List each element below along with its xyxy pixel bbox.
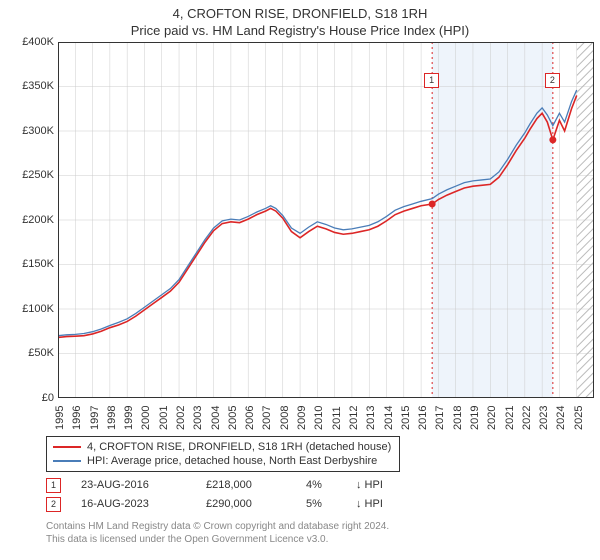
page-title: 4, CROFTON RISE, DRONFIELD, S18 1RH [8, 6, 592, 23]
x-axis-label: 2000 [140, 405, 152, 429]
sale-marker-ref: 1 [46, 478, 61, 493]
x-axis-label: 2014 [383, 405, 395, 429]
legend: 4, CROFTON RISE, DRONFIELD, S18 1RH (det… [46, 436, 400, 472]
x-axis-label: 2023 [538, 405, 550, 429]
x-axis-label: 2005 [227, 405, 239, 429]
x-axis-label: 2018 [452, 405, 464, 429]
x-axis-label: 1998 [106, 405, 118, 429]
x-axis-label: 1997 [89, 405, 101, 429]
footer-line: Contains HM Land Registry data © Crown c… [46, 520, 592, 533]
sale-price: £218,000 [206, 479, 286, 491]
x-axis-label: 2013 [365, 405, 377, 429]
x-axis-label: 2022 [521, 405, 533, 429]
sale-pct: 4% [306, 479, 336, 491]
legend-label: HPI: Average price, detached house, Nort… [87, 455, 377, 467]
y-axis-label: £250K [22, 169, 54, 181]
legend-item: 4, CROFTON RISE, DRONFIELD, S18 1RH (det… [53, 440, 393, 454]
y-axis-label: £50K [28, 347, 54, 359]
y-axis-label: £100K [22, 303, 54, 315]
legend-item: HPI: Average price, detached house, Nort… [53, 454, 393, 468]
sale-pct: 5% [306, 498, 336, 510]
footer-line: This data is licensed under the Open Gov… [46, 533, 592, 546]
x-axis-label: 2002 [175, 405, 187, 429]
x-axis-label: 2009 [296, 405, 308, 429]
sale-marker: 2 [545, 73, 560, 88]
x-axis-label: 2007 [261, 405, 273, 429]
sale-direction: ↓ HPI [356, 498, 383, 510]
x-axis-label: 1996 [71, 405, 83, 429]
x-axis-label: 2020 [486, 405, 498, 429]
sale-date: 16-AUG-2023 [81, 498, 186, 510]
sale-row: 2 16-AUG-2023 £290,000 5% ↓ HPI [46, 495, 592, 514]
legend-label: 4, CROFTON RISE, DRONFIELD, S18 1RH (det… [87, 441, 391, 453]
x-axis-label: 2016 [417, 405, 429, 429]
x-axis-label: 2017 [434, 405, 446, 429]
y-axis-label: £200K [22, 214, 54, 226]
x-axis-label: 2011 [331, 406, 343, 430]
x-axis-label: 2006 [244, 405, 256, 429]
x-axis-label: 2001 [158, 405, 170, 429]
sale-date: 23-AUG-2016 [81, 479, 186, 491]
sale-price: £290,000 [206, 498, 286, 510]
y-axis-label: £350K [22, 80, 54, 92]
legend-swatch [53, 460, 81, 462]
x-axis-label: 2015 [400, 405, 412, 429]
sale-marker: 1 [424, 73, 439, 88]
sale-direction: ↓ HPI [356, 479, 383, 491]
x-axis-label: 2003 [192, 405, 204, 429]
x-axis-label: 2021 [504, 405, 516, 429]
x-axis-label: 2024 [555, 405, 567, 429]
x-axis-label: 2008 [279, 405, 291, 429]
sale-marker-ref: 2 [46, 497, 61, 512]
x-axis-label: 2019 [469, 405, 481, 429]
price-chart: £0£50K£100K£150K£200K£250K£300K£350K£400… [58, 42, 586, 398]
x-axis-label: 2025 [573, 405, 585, 429]
y-axis-label: £300K [22, 125, 54, 137]
x-axis-label: 1999 [123, 405, 135, 429]
sale-row: 1 23-AUG-2016 £218,000 4% ↓ HPI [46, 476, 592, 495]
y-axis-label: £0 [42, 392, 54, 404]
y-axis-label: £400K [22, 36, 54, 48]
x-axis-label: 1995 [54, 405, 66, 429]
x-axis-label: 2010 [313, 405, 325, 429]
sales-table: 1 23-AUG-2016 £218,000 4% ↓ HPI 2 16-AUG-2023 £… [46, 476, 592, 514]
legend-swatch [53, 446, 81, 448]
x-axis-label: 2012 [348, 405, 360, 429]
y-axis-label: £150K [22, 258, 54, 270]
page-subtitle: Price paid vs. HM Land Registry's House … [8, 23, 592, 38]
x-axis-label: 2004 [210, 405, 222, 429]
footer-attribution: Contains HM Land Registry data © Crown c… [46, 520, 592, 546]
